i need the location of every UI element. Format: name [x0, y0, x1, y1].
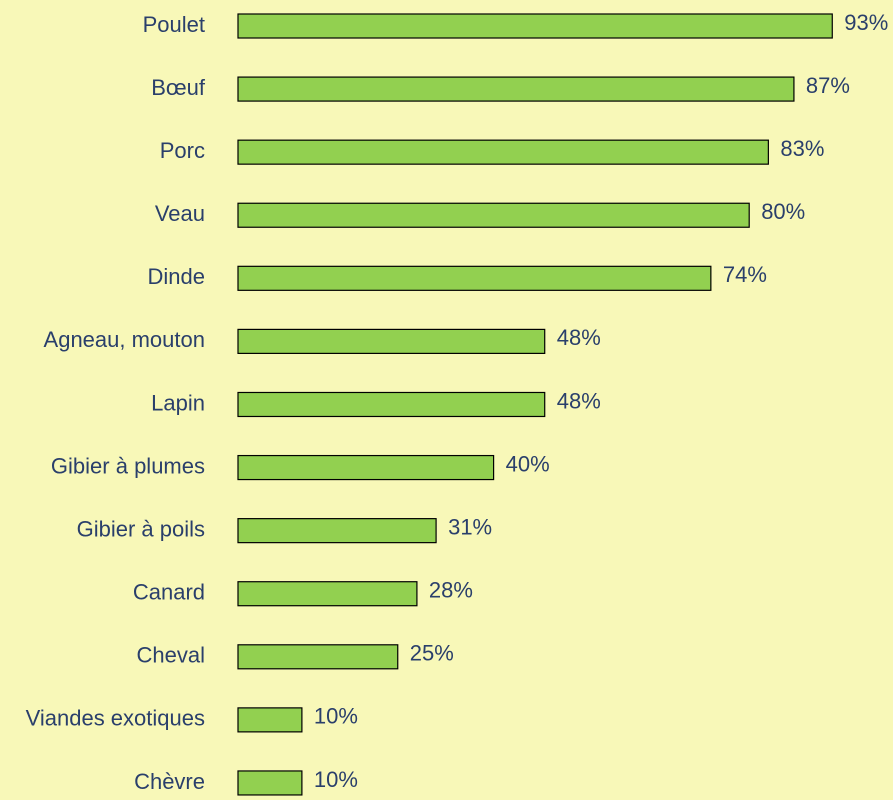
value-label: 93% [844, 10, 888, 35]
category-label: Bœuf [151, 75, 206, 100]
category-label: Agneau, mouton [44, 327, 205, 352]
value-label: 40% [506, 451, 550, 476]
bar [237, 13, 833, 39]
category-label: Dinde [148, 264, 205, 289]
bar [237, 707, 303, 733]
category-label: Chèvre [134, 769, 205, 794]
value-label: 83% [780, 136, 824, 161]
category-label: Lapin [151, 390, 205, 415]
bar [237, 265, 712, 291]
category-label: Cheval [137, 643, 205, 668]
value-label: 31% [448, 514, 492, 539]
bar [237, 391, 546, 418]
category-label: Porc [160, 138, 205, 163]
bar [237, 139, 769, 165]
bar [237, 454, 495, 481]
value-label: 80% [761, 199, 805, 224]
category-label: Gibier à plumes [51, 453, 205, 478]
bar [237, 202, 750, 228]
bar [237, 518, 437, 544]
bar [237, 76, 795, 102]
value-label: 87% [806, 73, 850, 98]
value-label: 28% [429, 578, 473, 603]
value-label: 48% [557, 388, 601, 413]
category-label: Veau [155, 201, 205, 226]
category-label: Poulet [143, 12, 205, 37]
category-label: Viandes exotiques [26, 706, 205, 731]
category-label: Gibier à poils [77, 516, 205, 541]
value-label: 10% [314, 704, 358, 729]
value-label: 74% [723, 262, 767, 287]
value-label: 48% [557, 325, 601, 350]
value-label: 10% [314, 767, 358, 792]
category-label: Canard [133, 580, 205, 605]
bar [237, 770, 303, 796]
bar [237, 328, 546, 354]
bar [237, 644, 399, 670]
value-label: 25% [410, 641, 454, 666]
bar [237, 581, 418, 607]
